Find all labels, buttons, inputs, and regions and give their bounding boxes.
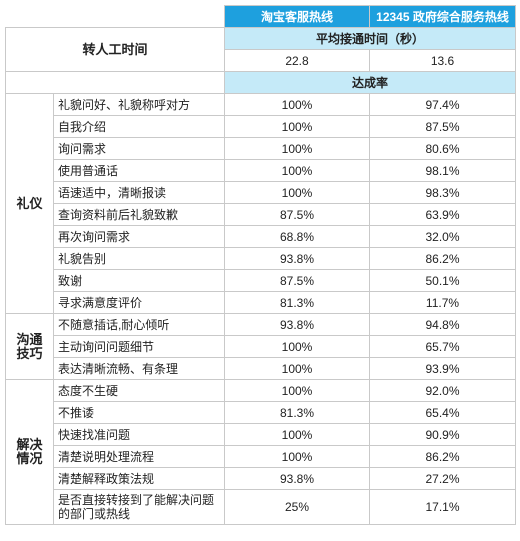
gov-rate: 65.4% xyxy=(369,401,516,424)
taobao-rate: 68.8% xyxy=(224,225,370,248)
criterion-label: 查询资料前后礼貌致歉 xyxy=(53,203,225,226)
gov-rate: 87.5% xyxy=(369,115,516,138)
taobao-rate: 100% xyxy=(224,159,370,182)
table-row: 不推诿 81.3% 65.4% xyxy=(6,401,516,424)
gov-rate: 80.6% xyxy=(369,137,516,160)
gov-rate: 50.1% xyxy=(369,269,516,292)
transfer-subheader-row: 转人工时间 平均接通时间（秒） xyxy=(5,27,516,72)
table-row: 使用普通话 100% 98.1% xyxy=(6,159,516,182)
taobao-rate: 87.5% xyxy=(224,269,370,292)
criterion-label: 寻求满意度评价 xyxy=(53,291,225,314)
criterion-label: 询问需求 xyxy=(53,137,225,160)
rate-header-blank xyxy=(5,71,225,94)
criterion-label: 使用普通话 xyxy=(53,159,225,182)
rate-header-row: 达成率 xyxy=(5,71,516,94)
transfer-subheader: 平均接通时间（秒） xyxy=(224,27,516,50)
table-row: 表达清晰流畅、有条理 100% 93.9% xyxy=(6,357,516,380)
category-label: 沟通 技巧 xyxy=(5,313,54,380)
criterion-label: 自我介绍 xyxy=(53,115,225,138)
table-row: 礼仪 礼貌问好、礼貌称呼对方 100% 97.4% xyxy=(5,93,516,314)
criterion-label: 表达清晰流畅、有条理 xyxy=(53,357,225,380)
gov-rate: 11.7% xyxy=(369,291,516,314)
table-row: 快速找准问题 100% 90.9% xyxy=(6,423,516,446)
criterion-label: 语速适中，清晰报读 xyxy=(53,181,225,204)
transfer-taobao-value: 22.8 xyxy=(224,49,370,72)
table-row: 寻求满意度评价 81.3% 11.7% xyxy=(6,291,516,314)
table-row: 清楚解释政策法规 93.8% 27.2% xyxy=(6,467,516,490)
category-label: 礼仪 xyxy=(5,93,54,314)
rate-header: 达成率 xyxy=(224,71,516,94)
taobao-rate: 100% xyxy=(224,335,370,358)
gov-rate: 27.2% xyxy=(369,467,516,490)
comparison-table: 淘宝客服热线 12345 政府综合服务热线 转人工时间 平均接通时间（秒） 22… xyxy=(5,5,516,525)
taobao-rate: 100% xyxy=(224,137,370,160)
taobao-rate: 81.3% xyxy=(224,401,370,424)
transfer-label: 转人工时间 xyxy=(5,27,225,72)
criterion-label: 礼貌问好、礼貌称呼对方 xyxy=(53,93,225,116)
taobao-rate: 81.3% xyxy=(224,291,370,314)
criterion-label: 是否直接转接到了能解决问题的部门或热线 xyxy=(53,489,225,525)
table-row: 再次询问需求 68.8% 32.0% xyxy=(6,225,516,248)
table-row: 致谢 87.5% 50.1% xyxy=(6,269,516,292)
gov-rate: 86.2% xyxy=(369,247,516,270)
taobao-rate: 25% xyxy=(224,489,370,525)
table-row: 主动询问问题细节 100% 65.7% xyxy=(6,335,516,358)
header-row: 淘宝客服热线 12345 政府综合服务热线 xyxy=(5,5,516,28)
table-row: 语速适中，清晰报读 100% 98.3% xyxy=(6,181,516,204)
gov-rate: 86.2% xyxy=(369,445,516,468)
table-row: 沟通 技巧 不随意插话,耐心倾听 93.8% 94.8% xyxy=(5,313,516,380)
taobao-rate: 93.8% xyxy=(224,313,370,336)
taobao-rate: 100% xyxy=(224,379,370,402)
criterion-label: 不随意插话,耐心倾听 xyxy=(53,313,225,336)
gov-rate: 90.9% xyxy=(369,423,516,446)
criterion-label: 清楚解释政策法规 xyxy=(53,467,225,490)
criterion-label: 主动询问问题细节 xyxy=(53,335,225,358)
criterion-label: 再次询问需求 xyxy=(53,225,225,248)
table-row: 礼貌告别 93.8% 86.2% xyxy=(6,247,516,270)
table-row: 查询资料前后礼貌致歉 87.5% 63.9% xyxy=(6,203,516,226)
gov-rate: 94.8% xyxy=(369,313,516,336)
criterion-label: 清楚说明处理流程 xyxy=(53,445,225,468)
criterion-label: 致谢 xyxy=(53,269,225,292)
table-row: 清楚说明处理流程 100% 86.2% xyxy=(6,445,516,468)
taobao-rate: 100% xyxy=(224,357,370,380)
taobao-rate: 100% xyxy=(224,115,370,138)
taobao-rate: 87.5% xyxy=(224,203,370,226)
table-row: 自我介绍 100% 87.5% xyxy=(6,115,516,138)
criterion-label: 不推诿 xyxy=(53,401,225,424)
header-gov: 12345 政府综合服务热线 xyxy=(369,5,516,28)
taobao-rate: 100% xyxy=(224,93,370,116)
gov-rate: 65.7% xyxy=(369,335,516,358)
criterion-label: 礼貌告别 xyxy=(53,247,225,270)
taobao-rate: 100% xyxy=(224,445,370,468)
taobao-rate: 100% xyxy=(224,423,370,446)
table-row: 解决 情况 态度不生硬 100% 92.0% xyxy=(5,379,516,525)
gov-rate: 17.1% xyxy=(369,489,516,525)
header-blank xyxy=(5,5,225,28)
gov-rate: 98.3% xyxy=(369,181,516,204)
table-row: 是否直接转接到了能解决问题的部门或热线 25% 17.1% xyxy=(6,489,516,525)
header-taobao: 淘宝客服热线 xyxy=(224,5,370,28)
taobao-rate: 93.8% xyxy=(224,247,370,270)
gov-rate: 92.0% xyxy=(369,379,516,402)
taobao-rate: 100% xyxy=(224,181,370,204)
gov-rate: 98.1% xyxy=(369,159,516,182)
gov-rate: 63.9% xyxy=(369,203,516,226)
criterion-label: 快速找准问题 xyxy=(53,423,225,446)
gov-rate: 32.0% xyxy=(369,225,516,248)
taobao-rate: 93.8% xyxy=(224,467,370,490)
gov-rate: 93.9% xyxy=(369,357,516,380)
gov-rate: 97.4% xyxy=(369,93,516,116)
category-label: 解决 情况 xyxy=(5,379,54,525)
criterion-label: 态度不生硬 xyxy=(53,379,225,402)
transfer-gov-value: 13.6 xyxy=(369,49,516,72)
table-row: 询问需求 100% 80.6% xyxy=(6,137,516,160)
